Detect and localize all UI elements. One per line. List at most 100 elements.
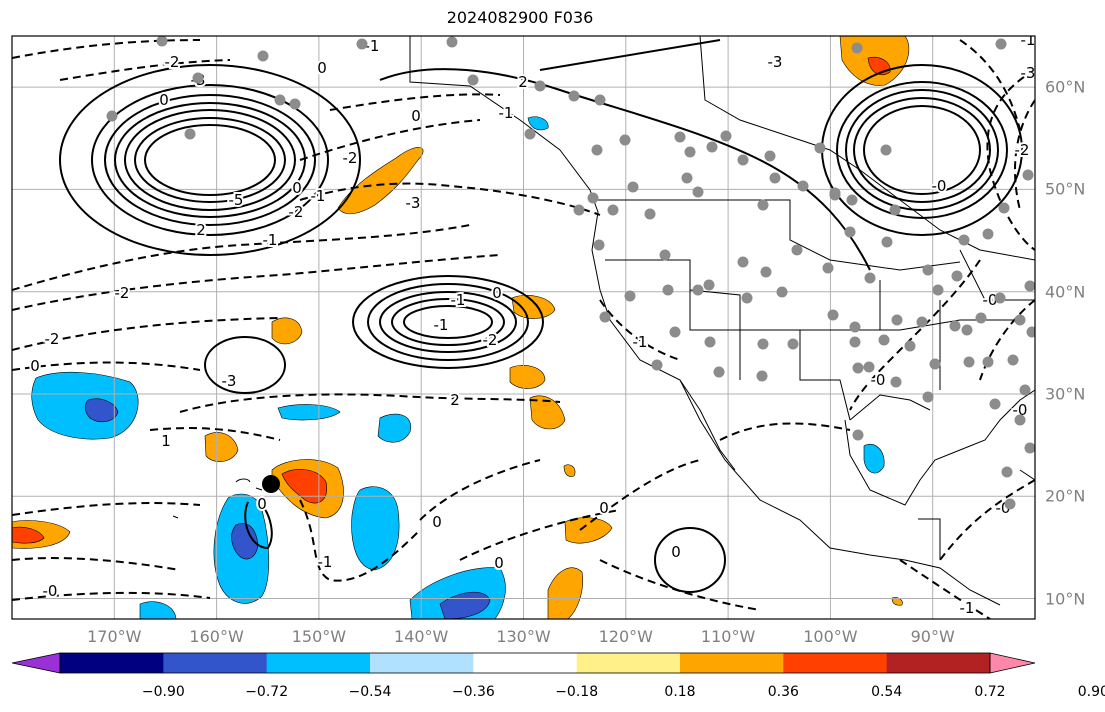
contour-labels: -10-2-302-10-3-22-10-1-2-5-2-20-321-10-2… <box>28 31 1036 619</box>
station-marker <box>932 284 944 296</box>
station-marker <box>446 36 458 48</box>
station-marker <box>741 292 753 304</box>
station-marker <box>1024 280 1035 292</box>
longitude-tick-label: 90°W <box>910 627 955 646</box>
station-marker <box>467 74 479 86</box>
station-marker <box>963 356 975 368</box>
station-marker <box>681 172 693 184</box>
latitude-tick-label: 40°N <box>1045 282 1086 302</box>
contour-label: 0 <box>257 495 267 513</box>
station-marker <box>573 204 585 216</box>
longitude-tick-label: 110°W <box>700 627 756 646</box>
contour-label: 0 <box>671 543 681 561</box>
contour-label: -1 <box>1021 31 1036 49</box>
station-marker <box>958 234 970 246</box>
longitude-tick-label: 140°W <box>394 627 449 646</box>
contour-label: 0 <box>292 179 302 197</box>
station-marker <box>891 314 903 326</box>
contour-label: 0 <box>30 357 40 375</box>
station-marker <box>674 131 686 143</box>
station-marker <box>975 312 987 324</box>
longitude-tick-label: 160°W <box>189 627 244 646</box>
station-marker <box>659 249 671 261</box>
contour-label: 0 <box>317 59 327 77</box>
station-marker <box>827 309 839 321</box>
contour-label: -2 <box>1015 141 1030 159</box>
contour-label: -2 <box>289 203 304 221</box>
contour-label: -3 <box>222 372 237 390</box>
station-marker <box>760 266 772 278</box>
colorbar-tick-label: −0.90 <box>141 684 185 700</box>
station-marker <box>1001 466 1013 478</box>
station-marker <box>524 128 536 140</box>
latitude-tick-label: 60°N <box>1045 77 1086 97</box>
contour-label: 2 <box>450 391 460 409</box>
colorbar-tick-label: 0.54 <box>871 684 903 700</box>
contour-label: 0 <box>494 554 504 572</box>
contour-label: -5 <box>229 191 244 209</box>
station-marker <box>994 292 1006 304</box>
station-marker <box>995 38 1007 50</box>
station-marker <box>916 316 928 328</box>
station-marker <box>863 361 875 373</box>
station-marker <box>757 338 769 350</box>
contour-label: -0 <box>932 177 947 195</box>
contour-label: -2 <box>45 330 60 348</box>
station-marker <box>720 130 732 142</box>
contour-label: -1 <box>434 316 449 334</box>
station-marker <box>982 228 994 240</box>
station-marker <box>156 36 168 47</box>
station-marker <box>814 142 826 154</box>
station-marker <box>890 376 902 388</box>
station-marker <box>257 50 269 62</box>
station-marker <box>849 336 861 348</box>
contour-label: -1 <box>365 37 380 55</box>
station-marker <box>922 264 934 276</box>
station-marker <box>587 192 599 204</box>
station-marker <box>864 272 876 284</box>
station-marker <box>904 340 916 352</box>
contour-label: 0 <box>599 499 609 517</box>
colorbar-bin <box>370 653 474 673</box>
longitude-tick-label: 100°W <box>803 627 858 646</box>
station-marker <box>593 239 605 251</box>
station-marker <box>607 204 619 216</box>
solid-contours <box>59 39 1023 593</box>
station-marker <box>982 356 994 368</box>
highlight-point <box>262 475 280 493</box>
station-marker <box>184 128 196 140</box>
station-marker <box>881 236 893 248</box>
contour-label: -3 <box>1021 64 1036 82</box>
station-marker <box>624 290 636 302</box>
station-marker <box>756 370 768 382</box>
station-marker <box>706 141 718 153</box>
contour-label: 0 <box>411 107 421 125</box>
contour-label: -1 <box>633 333 648 351</box>
station-marker <box>791 244 803 256</box>
colorbar-tick-label: −0.72 <box>245 684 289 700</box>
station-marker <box>713 366 725 378</box>
station-marker <box>764 150 776 162</box>
colorbar-bin <box>783 653 888 673</box>
station-marker <box>1026 326 1035 338</box>
station-marker <box>951 270 963 282</box>
station-marker <box>929 358 941 370</box>
station-marker <box>757 199 769 211</box>
station-marker <box>692 186 704 198</box>
station-marker <box>822 262 834 274</box>
contour-label: 0 <box>492 284 502 302</box>
contour-label: -2 <box>343 149 358 167</box>
station-marker <box>776 286 788 298</box>
station-marker <box>192 72 204 84</box>
station-markers <box>106 36 1035 510</box>
station-marker <box>998 202 1010 214</box>
station-marker <box>599 311 611 323</box>
contour-label: -1 <box>960 599 975 617</box>
station-marker <box>849 321 861 333</box>
map-frame <box>11 35 1036 620</box>
longitude-tick-label: 150°W <box>291 627 347 646</box>
station-marker <box>829 189 841 201</box>
colorbar-bin <box>60 653 164 673</box>
station-marker <box>644 208 656 220</box>
